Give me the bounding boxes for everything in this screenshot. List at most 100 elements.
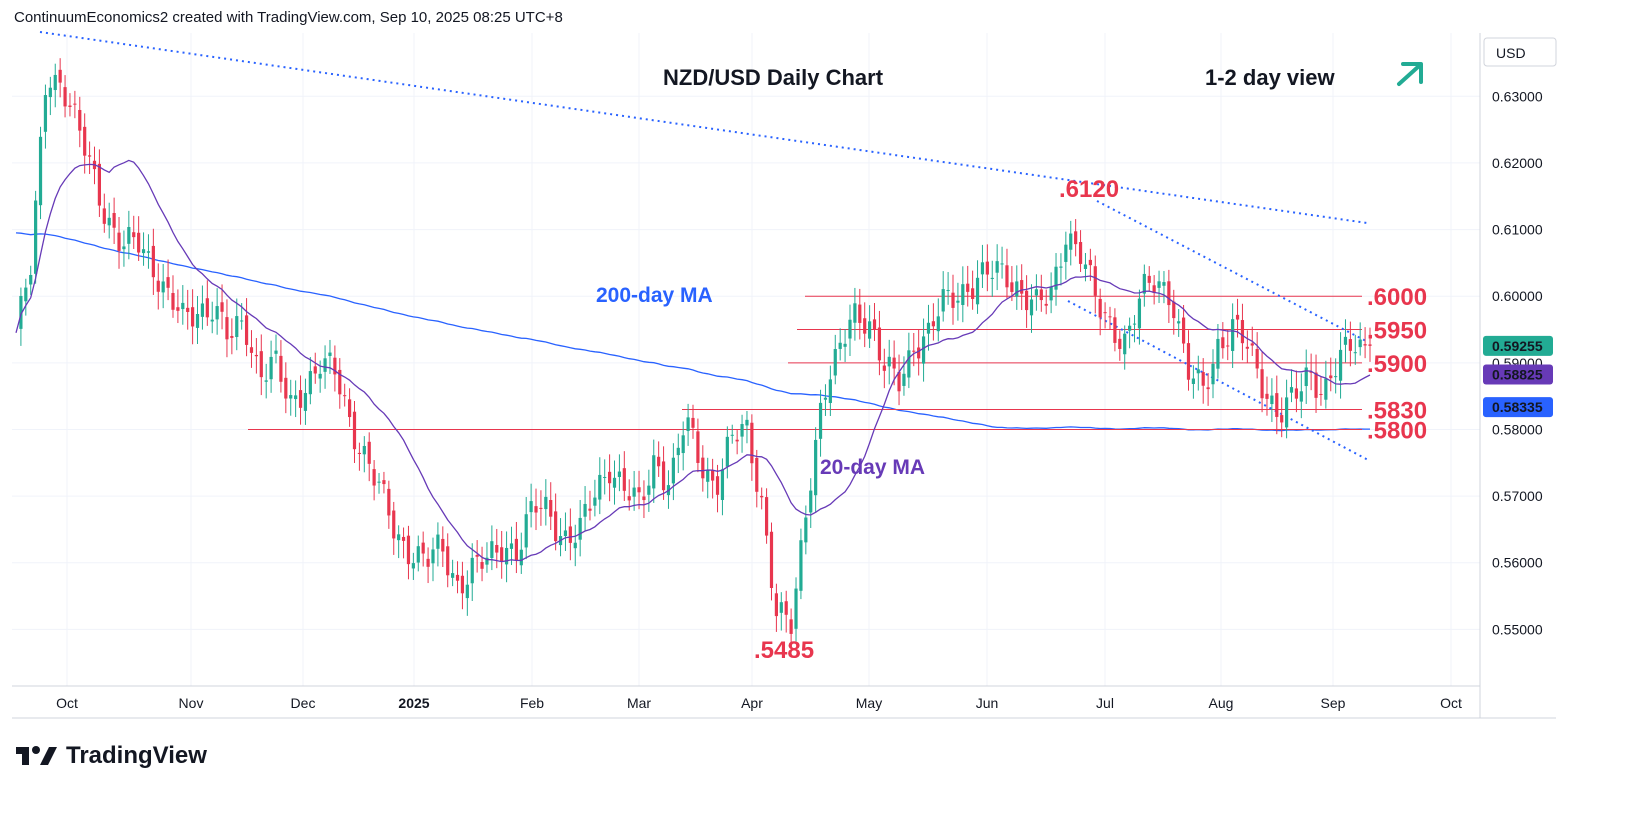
candle-body	[823, 397, 828, 400]
candle-body	[941, 289, 945, 312]
candle-body	[593, 497, 597, 506]
candle-body	[495, 544, 499, 553]
ma-200-label: 200-day MA	[596, 284, 713, 307]
candle-body	[519, 549, 523, 566]
candle-body	[460, 575, 465, 594]
candle-body	[872, 319, 877, 330]
candle-body	[1020, 280, 1024, 294]
candle-body	[1221, 337, 1225, 349]
candle-body	[146, 251, 151, 253]
ma-20-path	[15, 159, 1371, 563]
candle-body	[779, 602, 783, 613]
candle-body	[971, 288, 975, 299]
candle-body	[1245, 346, 1249, 349]
candle-body	[730, 434, 734, 436]
candle-body	[1231, 319, 1235, 351]
candle-body	[774, 593, 778, 617]
candle-body	[1113, 317, 1117, 343]
candle-body	[514, 538, 518, 561]
candle-body	[1329, 375, 1333, 379]
time-axis[interactable]: Oct Nov Dec 2025 Feb Mar Apr May Jun Jul Aug Sep Oct	[12, 685, 1480, 711]
candle-body	[966, 283, 970, 292]
candle-body	[1240, 320, 1245, 344]
candle-body	[284, 377, 288, 399]
candle-body	[279, 355, 283, 382]
candle-body	[627, 496, 631, 501]
candle-body	[318, 373, 322, 379]
candle-body	[838, 342, 842, 349]
candle-body	[480, 561, 484, 569]
candle-body	[68, 105, 72, 107]
candle-body	[647, 485, 651, 495]
candle-body	[1358, 339, 1362, 348]
candle-body	[1353, 352, 1357, 354]
candle-body	[769, 531, 774, 588]
candle-body	[176, 307, 180, 311]
candle-body	[1196, 369, 1200, 374]
candle-body	[1363, 344, 1367, 346]
candle-body	[809, 490, 813, 513]
candle-body	[191, 307, 195, 327]
candle-body	[289, 395, 293, 399]
candle-body	[87, 155, 92, 157]
arrow-head	[1401, 62, 1423, 84]
candle-body	[1157, 281, 1161, 288]
candle-body	[539, 507, 543, 509]
tradingview-logo[interactable]: TradingView	[14, 742, 207, 770]
price-tick-label: 0.63000	[1492, 88, 1543, 104]
candle-body	[706, 469, 710, 482]
brand-name: TradingView	[66, 742, 207, 769]
candle-body	[735, 439, 739, 442]
candle-body	[524, 514, 528, 548]
candle-body	[534, 506, 538, 513]
candle-body	[83, 126, 87, 156]
candle-body	[632, 487, 636, 497]
candle-body	[701, 457, 705, 479]
candle-body	[1255, 349, 1259, 369]
candle-body	[612, 477, 617, 488]
candle-body	[755, 457, 759, 492]
candle-body	[1172, 301, 1176, 319]
candle-body	[1137, 298, 1142, 329]
candle-body	[343, 395, 347, 397]
ma-200-path	[15, 232, 1370, 432]
candle-body	[53, 74, 57, 91]
candle-body	[1201, 372, 1205, 386]
price-badge	[1483, 397, 1553, 418]
candle-body	[1123, 333, 1127, 355]
candle-body	[622, 468, 626, 491]
candle-body	[642, 496, 646, 501]
candle-body	[1348, 339, 1352, 351]
candle-body	[1314, 372, 1318, 398]
candle-body	[357, 452, 362, 454]
time-tick-label: Apr	[741, 695, 763, 711]
candle-body	[97, 163, 101, 206]
candle-body	[132, 232, 136, 238]
time-tick-label: Jun	[976, 695, 999, 711]
candle-body	[1206, 387, 1210, 390]
candle-body	[416, 546, 420, 563]
time-tick-label: Oct	[1440, 695, 1462, 711]
candle-body	[362, 445, 366, 455]
candle-body	[504, 547, 509, 565]
candle-body	[1324, 378, 1328, 400]
candle-body	[804, 517, 808, 543]
candle-body	[1098, 298, 1102, 318]
candle-body	[1128, 325, 1132, 331]
candle-body	[912, 350, 916, 352]
time-tick-label: Nov	[179, 695, 204, 711]
chart-title: NZD/USD Daily Chart	[663, 65, 884, 90]
candle-body	[1250, 343, 1254, 346]
candle-body	[166, 277, 170, 288]
candle-body	[1216, 338, 1220, 369]
candle-body	[985, 261, 989, 275]
time-tick-label: 2025	[398, 695, 429, 711]
price-tick-label: 0.62000	[1492, 155, 1543, 171]
price-axis[interactable]: 0.630000.620000.610000.600000.590000.580…	[12, 33, 1557, 719]
candle-body	[544, 496, 548, 510]
candle-body	[1294, 388, 1299, 399]
candle-body	[603, 476, 607, 478]
candle-body	[853, 303, 857, 323]
candle-body	[529, 501, 533, 513]
